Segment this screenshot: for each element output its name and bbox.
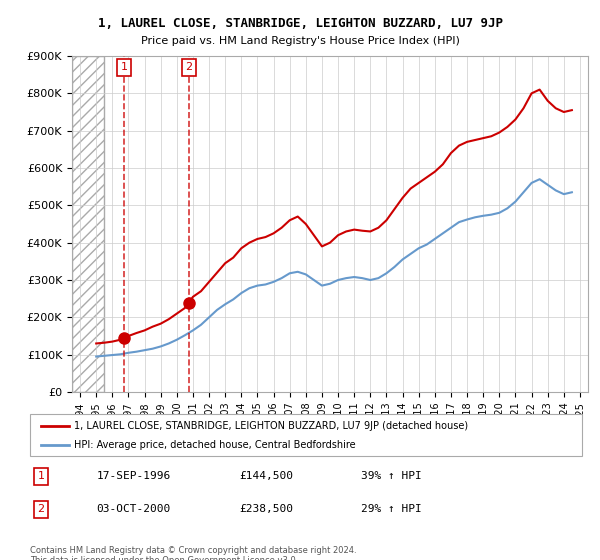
Text: 03-OCT-2000: 03-OCT-2000: [96, 505, 170, 515]
Bar: [72, 56, 104, 392]
Text: 29% ↑ HPI: 29% ↑ HPI: [361, 505, 422, 515]
FancyBboxPatch shape: [30, 414, 582, 456]
Text: HPI: Average price, detached house, Central Bedfordshire: HPI: Average price, detached house, Cent…: [74, 440, 356, 450]
Text: £238,500: £238,500: [240, 505, 294, 515]
Text: Contains HM Land Registry data © Crown copyright and database right 2024.
This d: Contains HM Land Registry data © Crown c…: [30, 546, 356, 560]
Text: 2: 2: [185, 62, 193, 72]
Text: 1: 1: [121, 62, 127, 72]
Text: 1, LAUREL CLOSE, STANBRIDGE, LEIGHTON BUZZARD, LU7 9JP: 1, LAUREL CLOSE, STANBRIDGE, LEIGHTON BU…: [97, 17, 503, 30]
Text: Price paid vs. HM Land Registry's House Price Index (HPI): Price paid vs. HM Land Registry's House …: [140, 36, 460, 46]
Text: 17-SEP-1996: 17-SEP-1996: [96, 472, 170, 482]
Text: 1, LAUREL CLOSE, STANBRIDGE, LEIGHTON BUZZARD, LU7 9JP (detached house): 1, LAUREL CLOSE, STANBRIDGE, LEIGHTON BU…: [74, 421, 468, 431]
Text: 2: 2: [37, 505, 44, 515]
Text: 1: 1: [38, 472, 44, 482]
Text: £144,500: £144,500: [240, 472, 294, 482]
Text: 39% ↑ HPI: 39% ↑ HPI: [361, 472, 422, 482]
